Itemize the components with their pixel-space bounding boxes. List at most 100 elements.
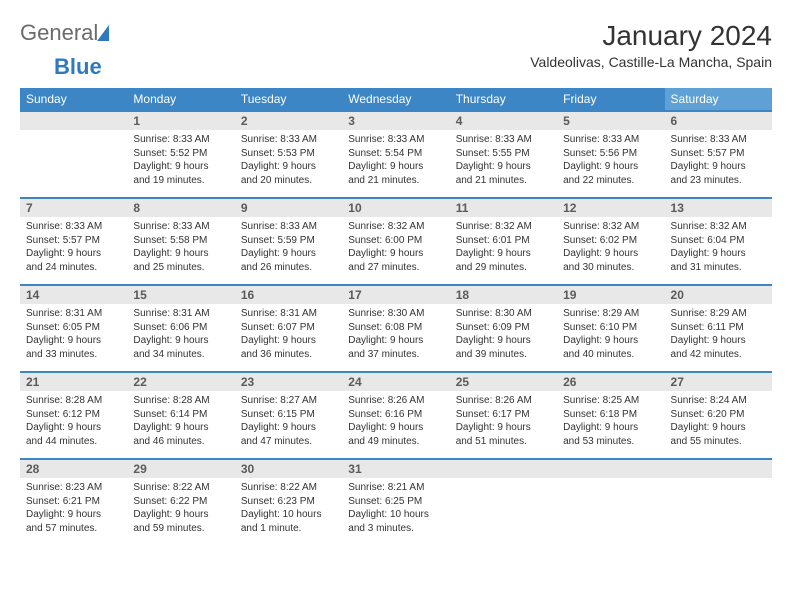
day-cell — [450, 478, 557, 545]
day-number: 9 — [235, 198, 342, 217]
day-cell: Sunrise: 8:26 AMSunset: 6:17 PMDaylight:… — [450, 391, 557, 459]
day-info-line: Sunset: 6:20 PM — [671, 408, 766, 422]
day-number: 27 — [665, 372, 772, 391]
day-number — [20, 111, 127, 130]
day-info-line: Sunset: 6:12 PM — [26, 408, 121, 422]
day-info-line: Sunrise: 8:27 AM — [241, 394, 336, 408]
day-content: Sunrise: 8:29 AMSunset: 6:10 PMDaylight:… — [557, 304, 664, 371]
day-info-line: Sunset: 6:18 PM — [563, 408, 658, 422]
logo-text-gray: General — [20, 20, 98, 46]
day-info-line: Sunset: 5:59 PM — [241, 234, 336, 248]
day-number: 21 — [20, 372, 127, 391]
day-number: 24 — [342, 372, 449, 391]
day-info-line: Sunset: 6:22 PM — [133, 495, 228, 509]
day-header-row: SundayMondayTuesdayWednesdayThursdayFrid… — [20, 88, 772, 111]
day-content: Sunrise: 8:28 AMSunset: 6:12 PMDaylight:… — [20, 391, 127, 458]
day-number: 16 — [235, 285, 342, 304]
day-info-line: and 21 minutes. — [456, 174, 551, 188]
day-number: 17 — [342, 285, 449, 304]
day-info-line: Daylight: 9 hours — [26, 421, 121, 435]
day-info-line: Sunrise: 8:25 AM — [563, 394, 658, 408]
day-cell: Sunrise: 8:22 AMSunset: 6:23 PMDaylight:… — [235, 478, 342, 545]
day-number: 6 — [665, 111, 772, 130]
day-info-line: and 21 minutes. — [348, 174, 443, 188]
day-info-line: Daylight: 9 hours — [563, 421, 658, 435]
day-number: 14 — [20, 285, 127, 304]
day-cell — [557, 478, 664, 545]
day-cell: Sunrise: 8:29 AMSunset: 6:11 PMDaylight:… — [665, 304, 772, 372]
day-info-line: and 19 minutes. — [133, 174, 228, 188]
day-number: 23 — [235, 372, 342, 391]
day-content: Sunrise: 8:22 AMSunset: 6:23 PMDaylight:… — [235, 478, 342, 545]
day-number: 20 — [665, 285, 772, 304]
day-info-line: Daylight: 9 hours — [348, 160, 443, 174]
week-content-row: Sunrise: 8:23 AMSunset: 6:21 PM Daylight:… — [20, 478, 772, 545]
day-header-friday: Friday — [557, 88, 664, 111]
day-info-line: and 37 minutes. — [348, 348, 443, 362]
week-number-row: 28293031 — [20, 459, 772, 478]
day-cell: Sunrise: 8:33 AMSunset: 5:59 PMDaylight:… — [235, 217, 342, 285]
day-header-sunday: Sunday — [20, 88, 127, 111]
logo: General — [20, 20, 112, 46]
day-info-line: Daylight: 9 hours — [133, 160, 228, 174]
day-info-line: Sunrise: 8:23 AM — [26, 481, 121, 495]
day-info-line: Sunset: 5:55 PM — [456, 147, 551, 161]
day-number: 30 — [235, 459, 342, 478]
month-title: January 2024 — [530, 20, 772, 52]
day-cell — [665, 478, 772, 545]
day-info-line: Sunset: 6:04 PM — [671, 234, 766, 248]
day-info-line: Daylight: 9 hours — [456, 421, 551, 435]
day-info-line: Sunrise: 8:22 AM — [241, 481, 336, 495]
day-info-line: and 57 minutes. — [26, 522, 121, 536]
day-info-line: Sunset: 5:56 PM — [563, 147, 658, 161]
day-number: 7 — [20, 198, 127, 217]
day-info-line: and 27 minutes. — [348, 261, 443, 275]
day-info-line: Sunset: 6:05 PM — [26, 321, 121, 335]
day-info-line: Daylight: 9 hours — [133, 508, 228, 522]
day-info-line: Sunrise: 8:33 AM — [241, 133, 336, 147]
day-number: 15 — [127, 285, 234, 304]
day-info-line: and 42 minutes. — [671, 348, 766, 362]
day-info-line: Daylight: 10 hours — [241, 508, 336, 522]
day-info-line: Daylight: 9 hours — [348, 421, 443, 435]
day-content: Sunrise: 8:32 AMSunset: 6:01 PMDaylight:… — [450, 217, 557, 284]
day-info-line: Sunrise: 8:33 AM — [133, 220, 228, 234]
day-cell: Sunrise: 8:30 AMSunset: 6:09 PMDaylight:… — [450, 304, 557, 372]
day-cell: Sunrise: 8:30 AMSunset: 6:08 PMDaylight:… — [342, 304, 449, 372]
day-info-line: and 53 minutes. — [563, 435, 658, 449]
day-content — [450, 478, 557, 536]
day-number: 26 — [557, 372, 664, 391]
calendar-body: 123456Sunrise: 8:33 AMSunset: 5:52 PMDay… — [20, 111, 772, 545]
day-info-line: and 49 minutes. — [348, 435, 443, 449]
day-cell: Sunrise: 8:24 AMSunset: 6:20 PMDaylight:… — [665, 391, 772, 459]
day-info-line: and 44 minutes. — [26, 435, 121, 449]
day-content: Sunrise: 8:21 AMSunset: 6:25 PMDaylight:… — [342, 478, 449, 545]
day-info-line: Daylight: 9 hours — [456, 334, 551, 348]
day-info-line: Sunset: 6:25 PM — [348, 495, 443, 509]
day-info-line: Daylight: 9 hours — [26, 247, 121, 261]
day-content: Sunrise: 8:30 AMSunset: 6:08 PMDaylight:… — [342, 304, 449, 371]
day-info-line: Sunrise: 8:24 AM — [671, 394, 766, 408]
title-block: January 2024 Valdeolivas, Castille-La Ma… — [530, 20, 772, 70]
day-cell: Sunrise: 8:26 AMSunset: 6:16 PMDaylight:… — [342, 391, 449, 459]
day-content: Sunrise: 8:27 AMSunset: 6:15 PMDaylight:… — [235, 391, 342, 458]
day-cell: Sunrise: 8:28 AMSunset: 6:14 PMDaylight:… — [127, 391, 234, 459]
day-number: 10 — [342, 198, 449, 217]
day-content: Sunrise: 8:25 AMSunset: 6:18 PMDaylight:… — [557, 391, 664, 458]
day-header-monday: Monday — [127, 88, 234, 111]
day-info-line: and 23 minutes. — [671, 174, 766, 188]
day-info-line: and 20 minutes. — [241, 174, 336, 188]
day-info-line: and 1 minute. — [241, 522, 336, 536]
day-info-line: Sunset: 6:14 PM — [133, 408, 228, 422]
day-info-line: and 51 minutes. — [456, 435, 551, 449]
day-content: Sunrise: 8:33 AMSunset: 5:54 PMDaylight:… — [342, 130, 449, 197]
day-info-line: Sunset: 5:58 PM — [133, 234, 228, 248]
day-info-line: Sunset: 6:21 PM — [26, 495, 121, 509]
day-content: Sunrise: 8:33 AMSunset: 5:53 PMDaylight:… — [235, 130, 342, 197]
week-content-row: Sunrise: 8:33 AMSunset: 5:57 PMDaylight:… — [20, 217, 772, 285]
day-cell: Sunrise: 8:32 AMSunset: 6:00 PMDaylight:… — [342, 217, 449, 285]
day-header-wednesday: Wednesday — [342, 88, 449, 111]
day-info-line: Sunset: 6:23 PM — [241, 495, 336, 509]
day-info-line: Sunrise: 8:29 AM — [563, 307, 658, 321]
day-content: Sunrise: 8:31 AMSunset: 6:07 PMDaylight:… — [235, 304, 342, 371]
